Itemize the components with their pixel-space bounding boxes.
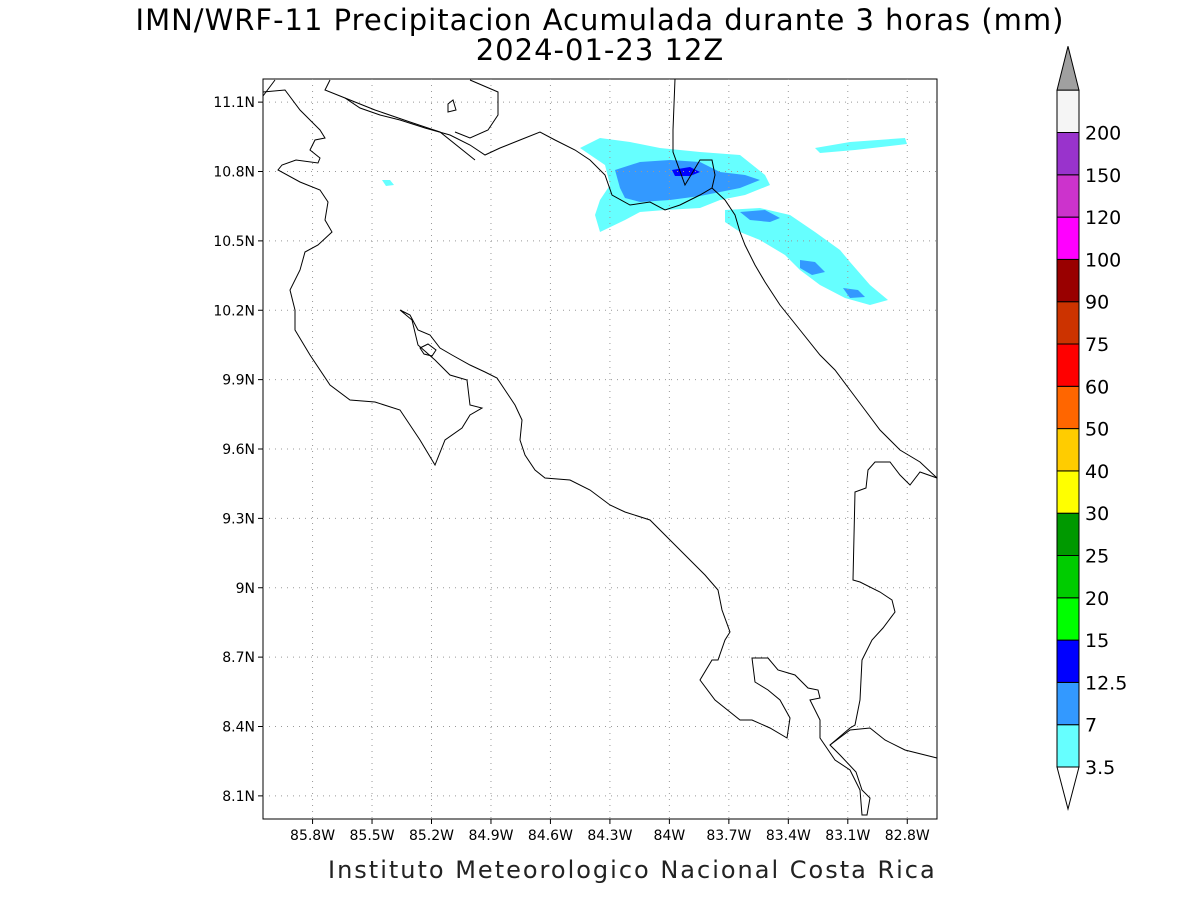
colorbar-swatch	[1056, 681, 1080, 726]
colorbar-label: 7	[1085, 715, 1097, 737]
lat-tick-label: 10.5N	[213, 234, 255, 250]
precip-area-cyan-strip	[815, 138, 907, 153]
colorbar: 3.5 7 12.5 15 20 25 30 40 50 60 75 90 100 120 150 200	[1056, 46, 1127, 811]
lon-tick-label: 83.7W	[706, 828, 751, 844]
lon-tick-label: 84.9W	[468, 828, 513, 844]
colorbar-label: 200	[1085, 123, 1121, 145]
colorbar-label: 3.5	[1085, 757, 1115, 779]
colorbar-swatch	[1056, 174, 1080, 218]
colorbar-swatch	[1056, 132, 1080, 176]
coastline-pacific	[262, 89, 938, 816]
colorbar-swatch	[1056, 385, 1080, 430]
lat-tick-label: 11.1N	[213, 95, 255, 111]
lat-tick-label: 9N	[236, 581, 255, 597]
lon-ticks: 85.8W 85.5W 85.2W 84.9W 84.6W 84.3W 84W 83.7W 83…	[290, 819, 930, 844]
colorbar-label: 15	[1085, 630, 1109, 652]
colorbar-bottom-arrow	[1056, 766, 1080, 811]
colorbar-label: 120	[1085, 207, 1121, 229]
colorbar-label: 20	[1085, 588, 1109, 610]
precip-area-blue-east2	[800, 260, 825, 275]
precip-area-cyan-east	[725, 208, 888, 305]
lat-tick-label: 9.6N	[222, 442, 255, 458]
colorbar-label: 90	[1085, 292, 1109, 314]
colorbar-swatch	[1056, 555, 1080, 599]
lat-tick-label: 8.7N	[222, 650, 255, 666]
colorbar-label: 100	[1085, 249, 1121, 271]
footer-credit: Instituto Meteorologico Nacional Costa R…	[328, 856, 937, 884]
lon-tick-label: 85.5W	[350, 828, 395, 844]
colorbar-label: 30	[1085, 503, 1109, 525]
coastlines	[262, 78, 938, 816]
colorbar-swatch	[1056, 639, 1080, 683]
lat-ticks: 11.1N 10.8N 10.5N 10.2N 9.9N 9.6N 9.3N 9N 8.7N 8.…	[213, 95, 263, 805]
colorbar-label: 12.5	[1085, 672, 1127, 694]
border-nicaragua	[344, 78, 716, 189]
colorbar-label: 75	[1085, 334, 1109, 356]
precipitation-layer	[382, 138, 907, 305]
precip-area-blue-east1	[740, 210, 780, 222]
colorbar-swatch	[1056, 470, 1080, 514]
colorbar-swatch	[1056, 724, 1080, 768]
colorbar-swatch	[1056, 597, 1080, 641]
lon-tick-label: 84.3W	[587, 828, 632, 844]
colorbar-swatch	[1056, 512, 1080, 557]
border-panama	[829, 461, 938, 746]
island-gulf	[419, 343, 437, 357]
grid-lines	[263, 79, 937, 819]
lat-tick-label: 8.4N	[222, 720, 255, 736]
lat-tick-label: 10.8N	[213, 165, 255, 181]
lat-tick-label: 8.1N	[222, 789, 255, 805]
colorbar-label: 40	[1085, 461, 1109, 483]
island-lake	[447, 99, 457, 113]
colorbar-swatch	[1056, 258, 1080, 303]
precip-area-blue-east3	[843, 288, 865, 298]
colorbar-swatch	[1056, 343, 1080, 387]
lon-tick-label: 84.6W	[528, 828, 573, 844]
colorbar-swatch	[1056, 301, 1080, 345]
colorbar-label: 50	[1085, 419, 1109, 441]
lon-tick-label: 85.2W	[409, 828, 454, 844]
map-date: 2024-01-23 12Z	[475, 33, 725, 67]
colorbar-label: 25	[1085, 546, 1109, 568]
lat-tick-label: 9.9N	[222, 373, 255, 389]
lat-tick-label: 10.2N	[213, 303, 255, 319]
colorbar-label: 150	[1085, 165, 1121, 187]
colorbar-swatch	[1056, 428, 1080, 472]
lon-tick-label: 84W	[654, 828, 686, 844]
precip-area-cyan-dot	[382, 180, 394, 186]
lon-tick-label: 83.4W	[766, 828, 811, 844]
lon-tick-label: 83.1W	[825, 828, 870, 844]
colorbar-swatch	[1056, 216, 1080, 260]
lat-tick-label: 9.3N	[222, 511, 255, 527]
map-title: IMN/WRF-11 Precipitacion Acumulada duran…	[135, 3, 1065, 37]
lon-tick-label: 85.8W	[290, 828, 335, 844]
colorbar-swatch	[1056, 89, 1080, 133]
colorbar-label: 60	[1085, 376, 1109, 398]
lon-tick-label: 82.8W	[885, 828, 930, 844]
colorbar-top-arrow	[1056, 46, 1080, 91]
